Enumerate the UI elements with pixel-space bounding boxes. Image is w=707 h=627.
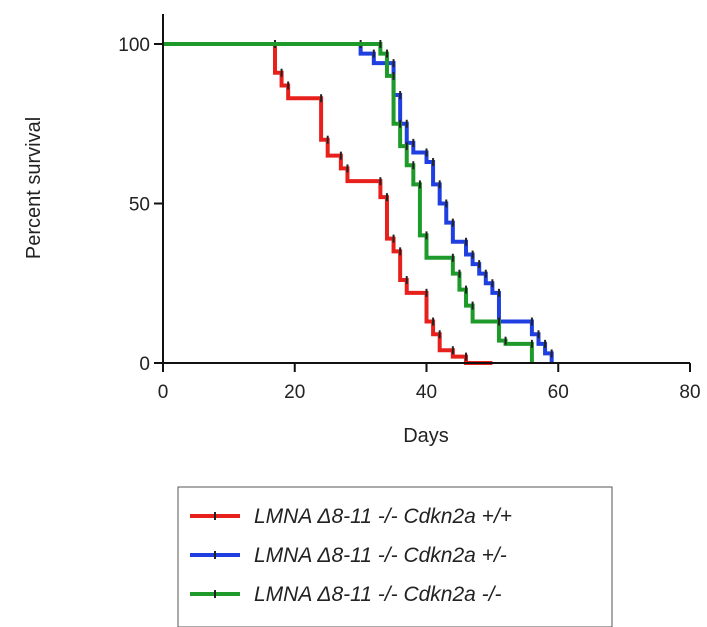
x-tick-label: 40: [416, 382, 437, 403]
x-tick-label: 60: [548, 382, 569, 403]
legend-label: LMNA Δ8-11 -/- Cdkn2a +/+: [254, 505, 512, 528]
x-tick-label: 20: [284, 382, 305, 403]
series-line-1: [163, 42, 493, 365]
legend-box: [177, 486, 613, 627]
axes: 0 20 40 60 80 0 50 100: [118, 14, 701, 403]
y-tick-label: 100: [118, 35, 150, 56]
legend-label: LMNA Δ8-11 -/- Cdkn2a -/-: [254, 583, 502, 606]
legend-label: LMNA Δ8-11 -/- Cdkn2a +/-: [254, 544, 507, 567]
series-line-2: [163, 42, 554, 363]
x-axis-title: Days: [403, 425, 449, 447]
legend: LMNA Δ8-11 -/- Cdkn2a +/+ LMNA Δ8-11 -/- …: [177, 486, 613, 627]
y-axis-title: Percent survival: [23, 117, 45, 259]
plot-lines: [163, 40, 554, 365]
x-tick-label: 0: [158, 382, 169, 403]
x-tick-label: 80: [679, 382, 700, 403]
y-tick-label: 0: [139, 354, 150, 375]
series-line-3: [163, 42, 534, 363]
y-tick-label: 50: [129, 195, 150, 216]
